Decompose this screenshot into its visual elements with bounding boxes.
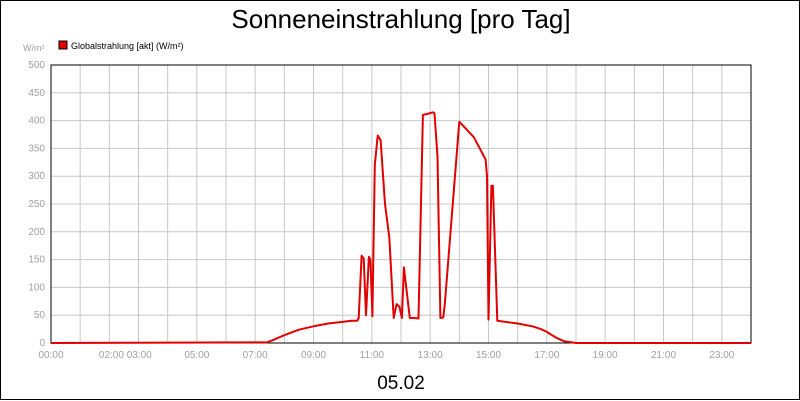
x-tick-label: 09:00 [301,350,326,361]
y-tick-label: 400 [28,116,45,127]
legend-label: Globalstrahlung [akt] (W/m²) [71,41,184,51]
y-tick-label: 100 [28,282,45,293]
y-axis-unit: W/m² [23,43,45,53]
legend-swatch [58,40,68,50]
x-tick-label: 05:00 [184,350,209,361]
x-tick-label: 15:00 [476,350,501,361]
y-tick-label: 350 [28,143,45,154]
x-tick-label: 19:00 [593,350,618,361]
y-tick-label: 250 [28,199,45,210]
x-axis-date-label: 05.02 [377,373,425,394]
x-tick-labels: 00:00 02:00 03:00 05:00 07:00 09:00 11:00 13:0… [38,350,734,361]
x-tick-label: 13:00 [418,350,443,361]
x-tick-label: 00:00 [38,350,63,361]
y-tick-label: 50 [34,310,46,321]
y-tick-label: 500 [28,60,45,71]
y-tick-label: 200 [28,227,45,238]
y-tick-label: 0 [39,338,45,349]
x-tick-label: 23:00 [709,350,734,361]
x-tick-label: 17:00 [534,350,559,361]
chart-title: Sonneneinstrahlung [pro Tag] [231,4,570,34]
series-line-globalstrahlung [50,111,751,344]
plot-area [50,64,752,344]
y-tick-label: 150 [28,255,45,266]
y-tick-label: 450 [28,88,45,99]
y-tick-labels: 0 50 100 150 200 250 300 350 400 450 500 [28,60,45,349]
grid-lines [51,65,751,343]
x-tick-label: 11:00 [360,350,385,361]
x-tick-label: 07:00 [243,350,268,361]
y-tick-label: 300 [28,171,45,182]
x-tick-label: 21:00 [651,350,676,361]
x-tick-label: 02:00 03:00 [99,350,152,361]
